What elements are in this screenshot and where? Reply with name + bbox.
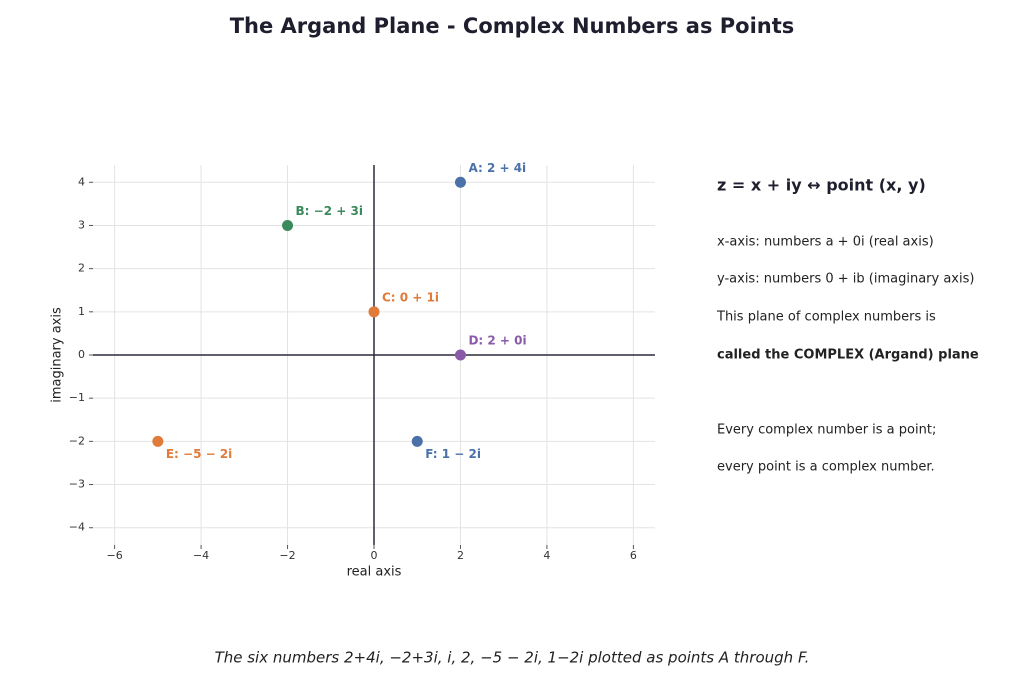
y-tick-label: −4	[69, 521, 85, 534]
x-tick-label: 0	[371, 549, 378, 562]
point	[368, 306, 380, 318]
x-tick-label: −4	[193, 549, 209, 562]
y-tick-label: 1	[78, 305, 85, 318]
x-tick-label: −6	[107, 549, 123, 562]
side-line: x-axis: numbers a + 0i (real axis)	[717, 235, 934, 250]
side-line: called the COMPLEX (Argand) plane	[717, 348, 979, 363]
y-tick-label: −2	[69, 434, 85, 447]
point-label: E: −5 − 2i	[166, 447, 232, 461]
y-tick-label: −1	[69, 391, 85, 404]
x-axis-label: real axis	[347, 565, 402, 580]
x-tick-label: −2	[279, 549, 295, 562]
point	[454, 349, 466, 361]
side-line: Every complex number is a point;	[717, 423, 936, 438]
point	[282, 219, 294, 231]
point-label: A: 2 + 4i	[468, 161, 526, 175]
side-line: y-axis: numbers 0 + ib (imaginary axis)	[717, 272, 974, 287]
y-tick-label: 4	[78, 175, 85, 188]
point-label: C: 0 + 1i	[382, 290, 439, 304]
point-label: D: 2 + 0i	[468, 334, 526, 348]
point-label: F: 1 − 2i	[425, 447, 481, 461]
x-tick-label: 6	[630, 549, 637, 562]
y-axis-label: imaginary axis	[50, 307, 65, 403]
side-line: This plane of complex numbers is	[716, 310, 936, 325]
point	[454, 176, 466, 188]
point-label: B: −2 + 3i	[296, 204, 363, 218]
y-tick-label: −3	[69, 478, 85, 491]
caption: The six numbers 2+4i, −2+3i, i, 2, −5 − …	[215, 649, 810, 667]
y-tick-label: 0	[78, 348, 85, 361]
point	[152, 435, 164, 447]
x-tick-label: 2	[457, 549, 464, 562]
side-line: every point is a complex number.	[717, 460, 935, 475]
x-tick-label: 4	[543, 549, 550, 562]
chart-title: The Argand Plane - Complex Numbers as Po…	[230, 14, 795, 38]
y-tick-label: 3	[78, 218, 85, 231]
side-heading: z = x + iy ↔ point (x, y)	[717, 176, 926, 195]
y-tick-label: 2	[78, 262, 85, 275]
point	[411, 435, 423, 447]
